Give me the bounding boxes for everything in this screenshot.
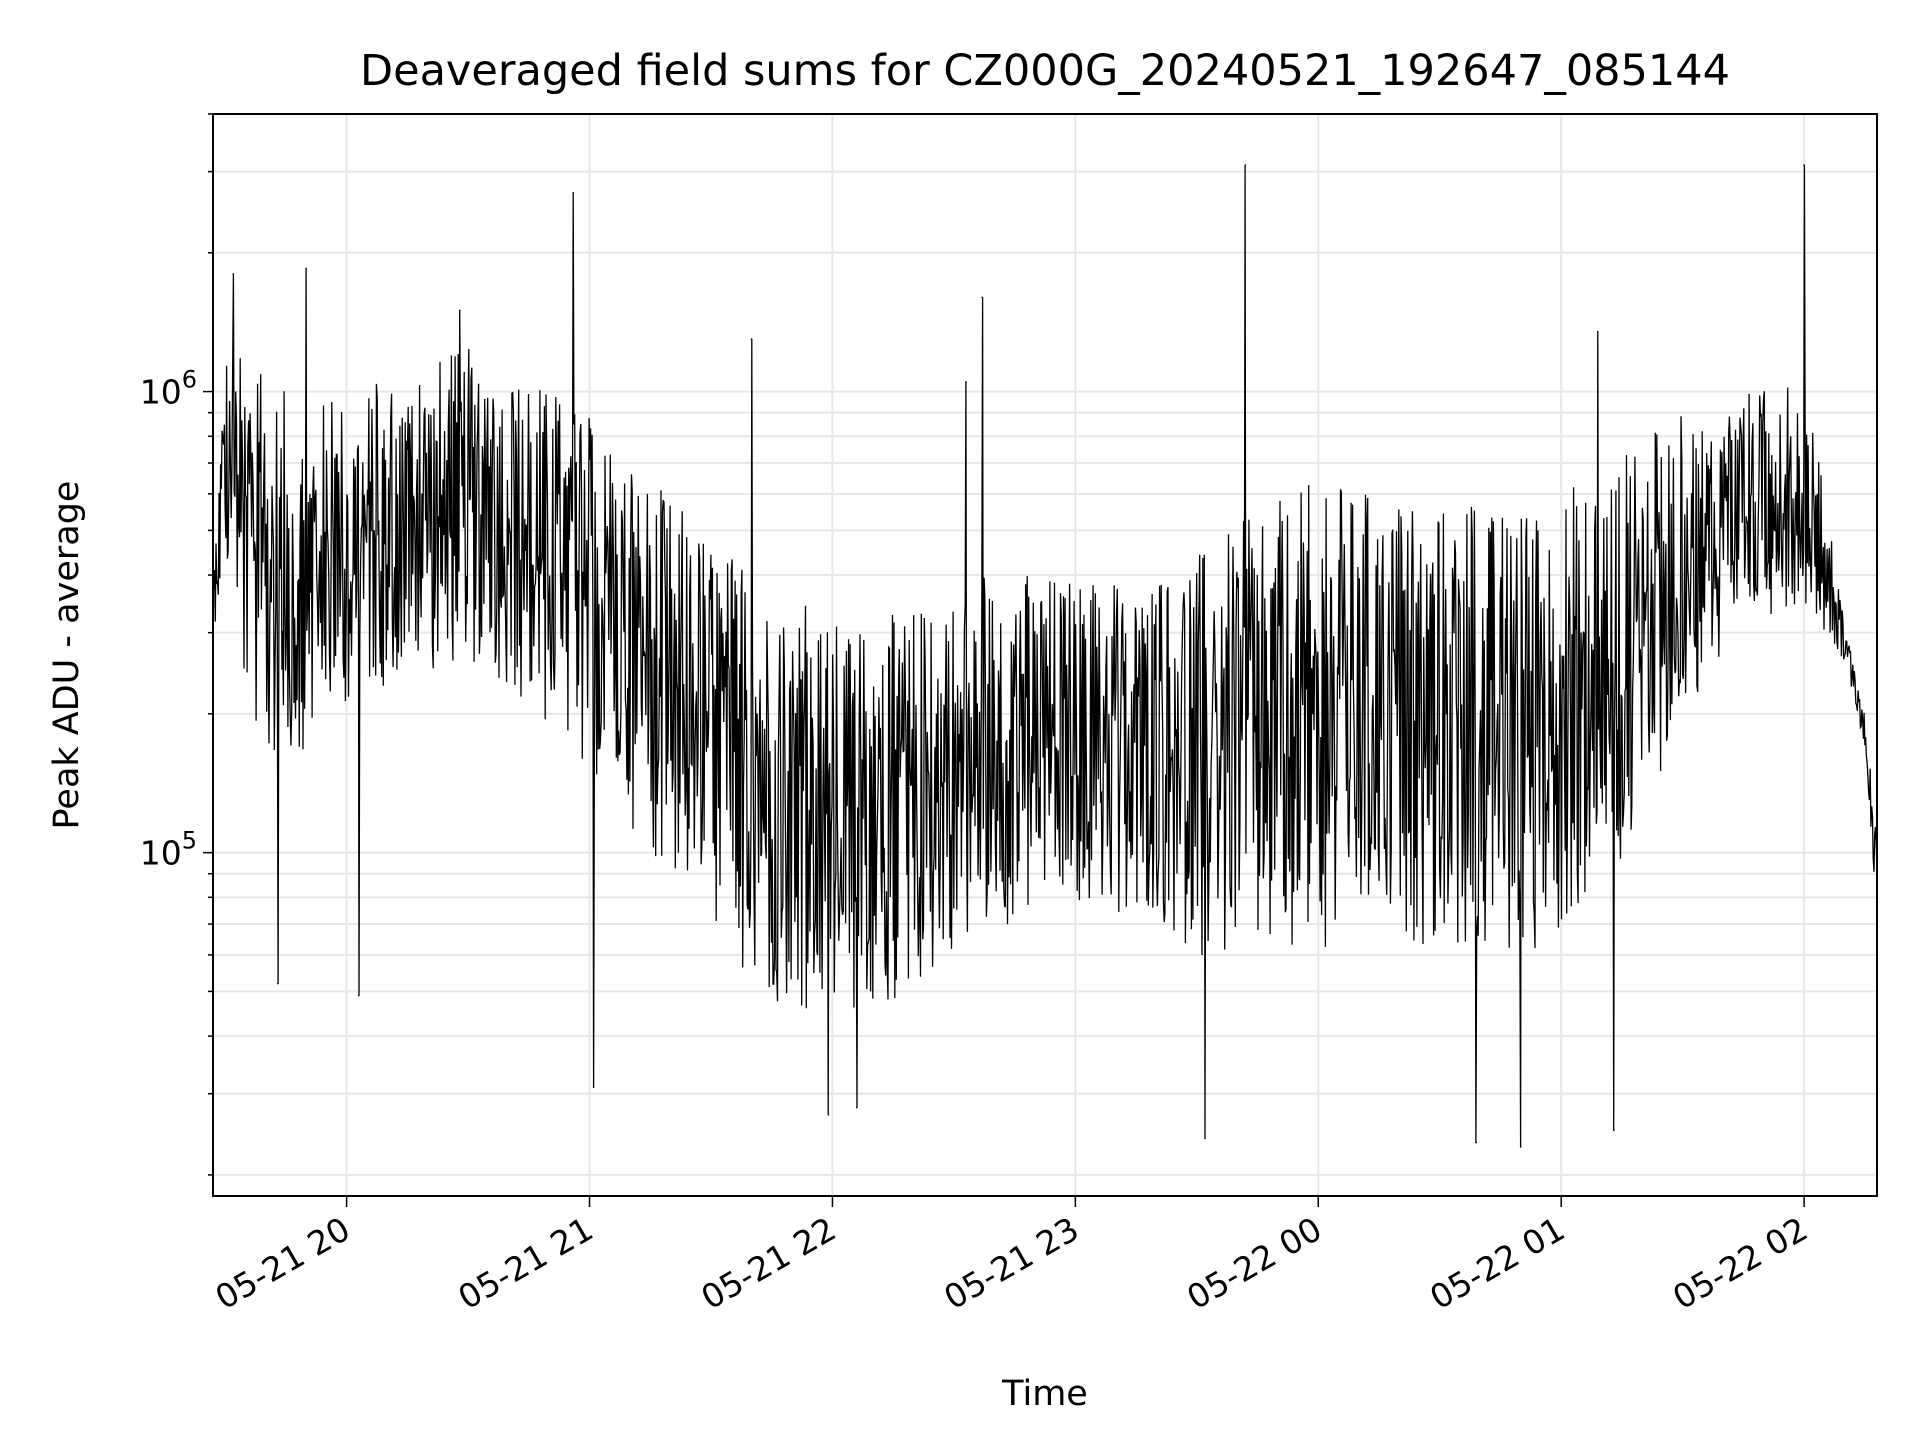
- data-series: [212, 164, 1878, 1148]
- x-axis-label: Time: [1001, 1374, 1088, 1414]
- spike-point: [750, 338, 753, 340]
- spike-point: [1244, 164, 1247, 166]
- dip-point: [276, 982, 279, 985]
- plot-frame: [212, 113, 1878, 1197]
- dip-point: [357, 994, 360, 997]
- y-tick-label: 106: [140, 366, 197, 412]
- dip-point: [1475, 1141, 1477, 1144]
- spike-point: [232, 273, 235, 275]
- dip-point: [827, 1114, 830, 1116]
- dip-point: [1613, 1129, 1615, 1132]
- dip-point: [1204, 1137, 1206, 1140]
- dip-point: [592, 1086, 595, 1088]
- y-axis-label: Peak ADU - average: [47, 481, 87, 830]
- spike-point: [1803, 164, 1805, 166]
- dip-point: [1519, 1146, 1522, 1148]
- spike-point: [459, 309, 461, 312]
- chart-title: Deaveraged field sums for CZ000G_2024052…: [360, 46, 1730, 96]
- dip-point: [855, 1106, 858, 1109]
- y-tick-label: 105: [140, 827, 197, 873]
- spike-point: [981, 296, 984, 299]
- series-line: [212, 164, 1878, 1147]
- spike-point: [305, 267, 307, 270]
- spike-point: [965, 381, 967, 383]
- spike-point: [572, 191, 575, 194]
- spike-point: [1596, 330, 1599, 333]
